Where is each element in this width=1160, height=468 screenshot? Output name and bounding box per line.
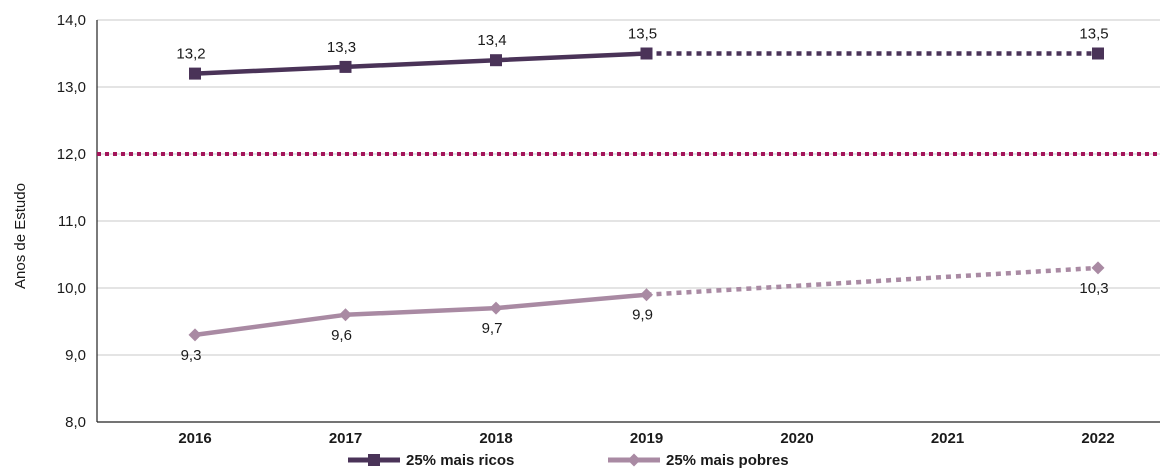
data-point — [490, 54, 502, 67]
x-tick-label: 2020 — [780, 430, 813, 447]
y-axis-label: Anos de Estudo — [12, 183, 29, 289]
data-point — [489, 301, 503, 315]
y-tick-labels: 14,0 13,0 12,0 11,0 10,0 9,0 8,0 — [57, 12, 86, 431]
data-point — [339, 308, 352, 322]
legend-label: 25% mais ricos — [406, 452, 514, 468]
data-label: 9,6 — [331, 327, 352, 344]
data-label: 9,3 — [181, 347, 202, 364]
x-tick-label: 2021 — [931, 430, 964, 447]
legend: 25% mais ricos 25% mais pobres — [348, 452, 789, 468]
data-label: 13,5 — [628, 26, 657, 43]
data-label: 10,3 — [1079, 280, 1108, 297]
data-label: 13,2 — [176, 46, 205, 63]
data-point — [189, 67, 201, 80]
series-line-solid — [194, 292, 647, 338]
series-group: 13,2 13,3 13,4 13,5 13,5 9,3 9,6 9,7 9,9 10,3 — [176, 26, 1108, 364]
legend-item-1: 25% mais pobres — [608, 452, 789, 468]
data-point — [188, 328, 202, 342]
legend-label: 25% mais pobres — [666, 452, 789, 468]
x-tick-label: 2022 — [1081, 430, 1114, 447]
data-label: 13,4 — [477, 32, 506, 49]
y-tick-label: 14,0 — [57, 12, 86, 29]
y-tick-label: 12,0 — [57, 146, 86, 163]
x-tick-labels: 2016 2017 2018 2019 2020 2021 2022 — [178, 430, 1114, 447]
data-point — [640, 288, 653, 302]
series-0: 13,2 13,3 13,4 13,5 13,5 — [176, 26, 1109, 80]
series-line-solid — [194, 51, 647, 76]
legend-marker — [368, 454, 380, 466]
x-tick-label: 2017 — [329, 430, 362, 447]
y-tick-label: 13,0 — [57, 79, 86, 96]
data-label: 9,7 — [482, 320, 503, 337]
x-tick-label: 2018 — [479, 430, 512, 447]
y-tick-label: 11,0 — [58, 213, 86, 230]
data-point — [640, 47, 653, 60]
legend-marker — [627, 453, 641, 467]
x-tick-label: 2016 — [178, 430, 211, 447]
data-point — [339, 60, 352, 73]
x-tick-label: 2019 — [630, 430, 663, 447]
data-point — [1091, 261, 1105, 275]
data-point — [1092, 47, 1104, 60]
legend-item-0: 25% mais ricos — [348, 452, 514, 468]
y-tick-label: 8,0 — [65, 414, 86, 431]
data-label: 13,5 — [1079, 26, 1108, 43]
data-label: 13,3 — [327, 39, 356, 56]
data-label: 9,9 — [632, 307, 653, 324]
series-1: 9,3 9,6 9,7 9,9 10,3 — [181, 261, 1109, 364]
y-tick-label: 9,0 — [65, 347, 86, 364]
y-tick-label: 10,0 — [57, 280, 86, 297]
axes — [96, 20, 1160, 423]
series-line-dotted — [646, 265, 1099, 297]
